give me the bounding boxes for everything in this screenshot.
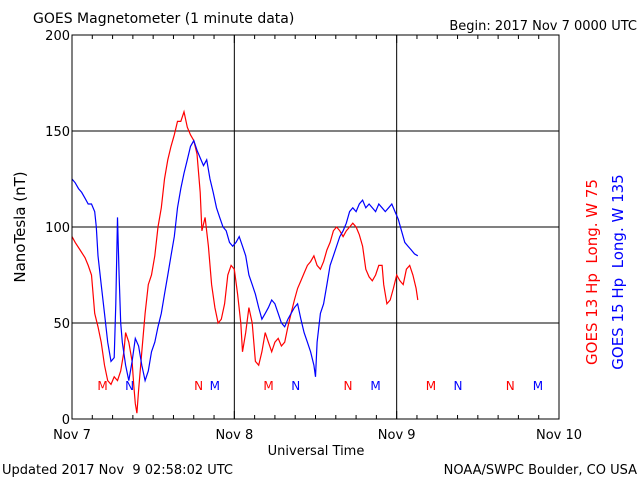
- event-marker: N: [454, 379, 463, 393]
- y-axis-label: NanoTesla (nT): [11, 171, 29, 282]
- y-tick-label: 200: [45, 29, 70, 44]
- event-marker: M: [97, 379, 107, 393]
- event-marker: N: [343, 379, 352, 393]
- event-marker: M: [263, 379, 273, 393]
- updated-label: Updated 2017 Nov 9 02:58:02 UTC: [2, 463, 233, 478]
- x-tick-label: Nov 8: [215, 428, 253, 443]
- legend-goes15: GOES 15 Hp Long. W 135: [609, 174, 627, 369]
- y-tick-labels: 0 50 100 150 200: [45, 29, 70, 428]
- grid: [71, 34, 559, 420]
- y-tick-label: 0: [62, 413, 70, 428]
- event-marker: N: [194, 379, 203, 393]
- source-label: NOAA/SWPC Boulder, CO USA: [444, 463, 637, 478]
- y-tick-label: 100: [45, 221, 70, 236]
- event-markers: M N M N M NN M N M N M: [97, 379, 543, 393]
- plot-area-border: [71, 34, 560, 420]
- event-marker: M: [533, 379, 543, 393]
- chart-title: GOES Magnetometer (1 minute data): [33, 11, 294, 27]
- x-axis-label: Universal Time: [268, 444, 365, 459]
- y-tick-label: 150: [45, 125, 70, 140]
- event-marker: N: [291, 379, 300, 393]
- x-tick-label: Nov 9: [378, 428, 416, 443]
- x-tick-label: Nov 10: [536, 428, 582, 443]
- legend-goes13: GOES 13 Hp Long. W 75: [583, 179, 601, 365]
- begin-label: Begin: 2017 Nov 7 0000 UTC: [449, 19, 637, 34]
- event-marker: N: [506, 379, 515, 393]
- x-tick-labels: Nov 7 Nov 8 Nov 9 Nov 10: [53, 428, 582, 443]
- x-tick-label: Nov 7: [53, 428, 91, 443]
- event-marker: M: [426, 379, 436, 393]
- goes15-series-line: [71, 139, 419, 383]
- series-lines: [71, 109, 419, 414]
- y-tick-label: 50: [53, 317, 70, 332]
- goes13-series-line: [71, 109, 419, 414]
- event-marker: M: [210, 379, 220, 393]
- event-marker: N: [125, 379, 134, 393]
- event-marker: M: [370, 379, 380, 393]
